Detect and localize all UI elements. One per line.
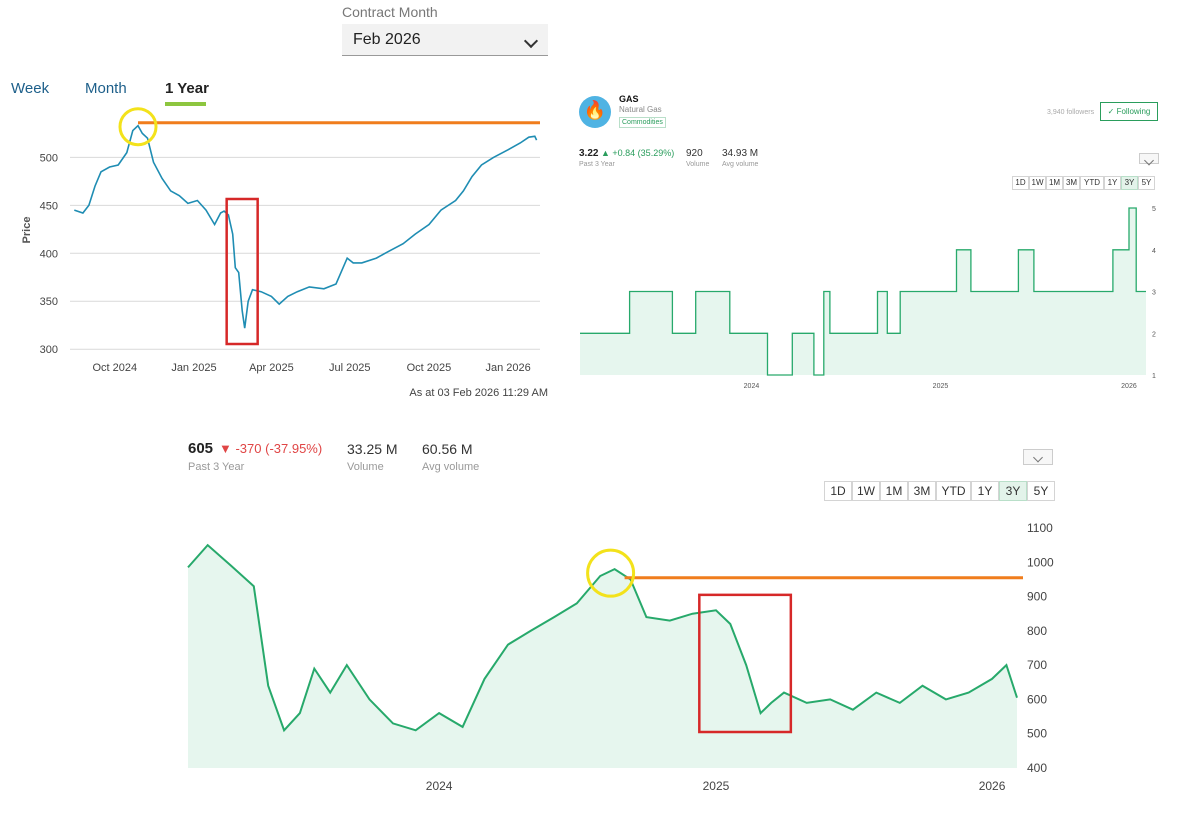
peak-highlight-circle — [118, 107, 158, 147]
tab-1-year[interactable]: 1 Year — [165, 80, 209, 97]
range-button-1m[interactable]: 1M — [1046, 176, 1063, 190]
gas-volume: 920 — [686, 148, 703, 159]
gas-ticker: GAS — [619, 94, 639, 104]
tab-week[interactable]: Week — [11, 80, 50, 97]
y-axis-label: Price — [21, 217, 33, 244]
x-tick-label: Jan 2026 — [486, 362, 531, 374]
range-button-3y[interactable]: 3Y — [1121, 176, 1138, 190]
chevron-down-icon — [1033, 452, 1043, 463]
gas-change: ▲ +0.84 (35.29%) — [601, 148, 675, 158]
x-tick-label: 2025 — [933, 383, 949, 390]
range-button-3m[interactable]: 3M — [908, 481, 936, 501]
x-tick-label: Oct 2025 — [407, 362, 452, 374]
y-tick-label: 350 — [40, 296, 58, 308]
x-tick-label: Jan 2025 — [171, 362, 216, 374]
x-tick-label: Oct 2024 — [92, 362, 137, 374]
gas-avg-volume: 34.93 M — [722, 148, 759, 159]
gas-area-fill — [580, 208, 1146, 375]
x-tick-label: 2025 — [703, 779, 730, 793]
x-tick-label: 2026 — [979, 779, 1006, 793]
stock-volume-label: Volume — [347, 461, 384, 473]
futures-price-chart: 300 350 400 450 500 Oct 2024 Jan 2025 Apr 2025… — [21, 107, 548, 399]
y-tick-label: 1100 — [1027, 521, 1053, 535]
range-button-3m[interactable]: 3M — [1063, 176, 1080, 190]
tab-active-indicator — [165, 102, 206, 106]
y-tick-label: 450 — [40, 200, 58, 212]
y-tick-label: 4 — [1152, 248, 1156, 255]
futures-price-line — [74, 124, 538, 329]
stock-price: 605 — [188, 440, 214, 457]
followers-count: 3,940 followers — [1047, 109, 1095, 116]
stock-volume: 33.25 M — [347, 441, 398, 457]
as-at-timestamp: As at 03 Feb 2026 11:29 AM — [409, 387, 548, 399]
gas-range-selector: 1D 1W 1M 3M YTD 1Y 3Y 5Y — [1012, 176, 1160, 190]
chevron-down-icon — [523, 33, 539, 49]
tab-month[interactable]: Month — [85, 80, 127, 97]
chevron-down-icon — [1144, 155, 1154, 166]
drop-highlight-box — [225, 197, 259, 346]
gas-collapse-button[interactable] — [1139, 153, 1159, 166]
stock-price-line — [187, 543, 1018, 733]
range-button-ytd[interactable]: YTD — [936, 481, 971, 501]
stock-collapse-button[interactable] — [1023, 449, 1053, 465]
contract-month-select[interactable]: Feb 2026 — [342, 24, 548, 56]
stock-avg-volume: 60.56 M — [422, 441, 473, 457]
y-tick-label: 3 — [1152, 290, 1156, 297]
y-tick-label: 5 — [1152, 206, 1156, 213]
range-button-ytd[interactable]: YTD — [1080, 176, 1104, 190]
peak-highlight-circle — [586, 548, 636, 598]
contract-month-value: Feb 2026 — [353, 31, 421, 48]
stock-price-chart: 400 500 600 700 800 900 1000 1100 2024 2025 2026 — [187, 521, 1054, 793]
y-tick-label: 300 — [40, 344, 58, 356]
gas-name: Natural Gas — [619, 105, 662, 114]
category-tag[interactable]: Commodities — [619, 117, 666, 128]
stock-period: Past 3 Year — [188, 461, 245, 473]
y-tick-label: 1 — [1152, 373, 1156, 380]
range-button-1d[interactable]: 1D — [824, 481, 852, 501]
range-button-1m[interactable]: 1M — [880, 481, 908, 501]
x-tick-label: 2026 — [1121, 383, 1137, 390]
y-tick-label: 600 — [1027, 692, 1047, 706]
stock-avg-volume-label: Avg volume — [422, 461, 480, 473]
y-tick-label: 900 — [1027, 590, 1047, 604]
range-button-1d[interactable]: 1D — [1012, 176, 1029, 190]
flame-icon: 🔥 — [583, 100, 607, 120]
gas-price-line — [580, 207, 1146, 376]
gas-volume-label: Volume — [686, 161, 710, 168]
y-tick-label: 800 — [1027, 624, 1047, 638]
x-tick-label: 2024 — [426, 779, 453, 793]
x-tick-label: Jul 2025 — [329, 362, 371, 374]
gas-avg-volume-label: Avg volume — [722, 161, 759, 168]
range-button-5y[interactable]: 5Y — [1138, 176, 1155, 190]
range-button-3y[interactable]: 3Y — [999, 481, 1027, 501]
y-tick-label: 1000 — [1027, 555, 1054, 569]
x-tick-label: Apr 2025 — [249, 362, 294, 374]
following-button[interactable]: ✓ Following — [1100, 102, 1158, 121]
y-tick-label: 500 — [1027, 727, 1047, 741]
y-tick-label: 400 — [40, 248, 58, 260]
contract-month-label: Contract Month — [342, 4, 438, 20]
drop-highlight-box — [698, 593, 793, 734]
range-button-1y[interactable]: 1Y — [1104, 176, 1121, 190]
y-tick-label: 700 — [1027, 658, 1047, 672]
stock-change: ▼ -370 (-37.95%) — [219, 441, 323, 456]
gas-price-chart: 1 2 3 4 5 2024 2025 2026 — [580, 206, 1156, 390]
stock-range-selector: 1D 1W 1M 3M YTD 1Y 3Y 5Y — [824, 481, 1055, 501]
y-tick-label: 500 — [40, 152, 58, 164]
stock-area-fill — [188, 545, 1017, 768]
x-tick-label: 2024 — [744, 383, 760, 390]
y-tick-label: 2 — [1152, 331, 1156, 338]
y-tick-label: 400 — [1027, 761, 1047, 775]
range-button-1w[interactable]: 1W — [852, 481, 880, 501]
range-button-1y[interactable]: 1Y — [971, 481, 999, 501]
gas-price: 3.22 — [579, 148, 599, 159]
range-button-5y[interactable]: 5Y — [1027, 481, 1055, 501]
range-button-1w[interactable]: 1W — [1029, 176, 1046, 190]
gas-period: Past 3 Year — [579, 161, 615, 168]
natural-gas-logo: 🔥 — [579, 96, 611, 128]
